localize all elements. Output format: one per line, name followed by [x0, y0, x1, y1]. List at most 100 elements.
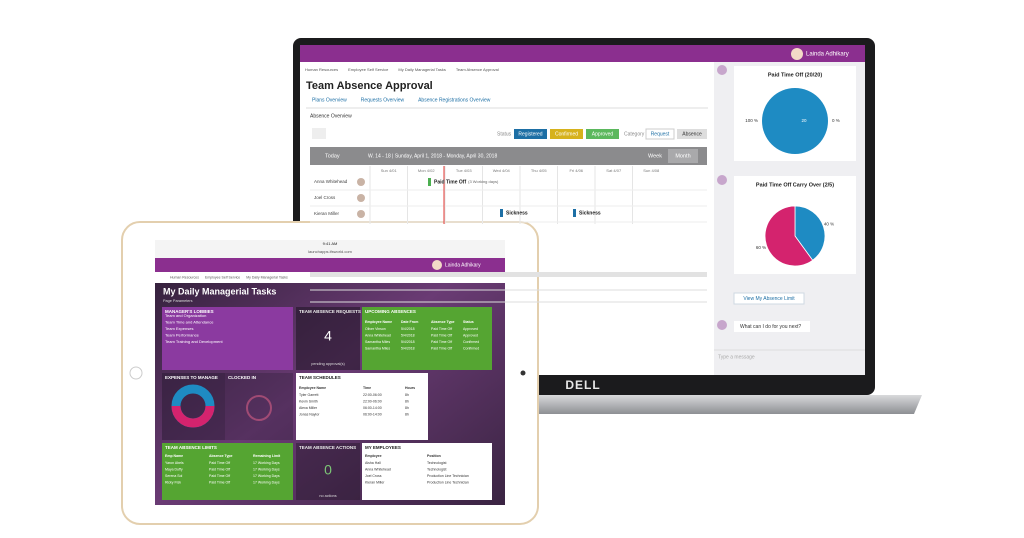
table-cell: 17 Working Days: [253, 480, 280, 484]
table-cell: Paid Time Off: [431, 333, 452, 337]
chat-input[interactable]: Type a message: [718, 354, 755, 360]
upcoming-tile: [362, 307, 492, 370]
table-header: Employee Name: [365, 320, 392, 324]
page-parameters: Page Parameters: [163, 299, 193, 303]
table-cell: 5/4/2018: [401, 333, 415, 337]
table-header: Position: [427, 454, 441, 458]
clocked-tile: [225, 373, 293, 440]
table-cell: Production Line Technician: [427, 474, 469, 478]
breadcrumb-item: Human Resources: [170, 275, 199, 279]
day-header: Thu 4/05: [531, 168, 548, 173]
breadcrumb-item: My Daily Managerial Tasks: [246, 275, 288, 279]
day-header: Fri 4/06: [569, 168, 583, 173]
table-cell: 8h: [405, 406, 409, 410]
tile-title: TEAM ABSENCE LIMITS: [165, 445, 217, 450]
table-cell: Technologist: [427, 467, 446, 471]
pie-title: Paid Time Off Carry Over (2/5): [756, 182, 834, 188]
user-name: Lainda Adhikary: [806, 52, 849, 58]
table-header: Emp Name: [165, 454, 183, 458]
table-cell: Approved: [463, 327, 478, 331]
view-button-label[interactable]: Month: [675, 153, 690, 159]
lobby-link[interactable]: Team and Organization: [165, 313, 206, 318]
filter-label: Category: [624, 131, 645, 137]
table-header: Status: [463, 320, 474, 324]
table-cell: Approved: [463, 333, 478, 337]
tile-title: MANAGER'S LOBBIES: [165, 309, 214, 314]
table-header: Absence Type: [431, 320, 455, 324]
avatar: [432, 260, 442, 270]
category-label: Absence: [682, 131, 702, 137]
page-title: Team Absence Approval: [306, 80, 433, 92]
table-cell: Kevin Smith: [299, 399, 318, 403]
bot-avatar: [717, 320, 727, 330]
bot-avatar: [717, 65, 727, 75]
row-avatar: [357, 194, 365, 202]
table-header: Absence Type: [209, 454, 233, 458]
lobby-link[interactable]: Team Performance: [165, 333, 200, 338]
tablet-top-bar: [155, 258, 505, 272]
table-cell: Jonas Naylor: [299, 412, 320, 416]
absence-label: Sickness: [506, 210, 528, 216]
status-badge: [550, 129, 583, 139]
view-button-label[interactable]: Week: [648, 153, 662, 159]
table-cell: Samantha Miles: [365, 346, 390, 350]
table-cell: Aisha Hall: [365, 461, 381, 465]
table-header: Employee: [365, 454, 382, 458]
table-cell: Samantha Miles: [365, 340, 390, 344]
dashboard-title: My Daily Managerial Tasks: [163, 286, 276, 296]
table-cell: 22:00-06:00: [363, 393, 382, 397]
today-button[interactable]: Today: [325, 153, 340, 159]
tab[interactable]: Plans Overview: [312, 97, 347, 103]
scrollbar: [310, 272, 707, 277]
table-header: Time: [363, 386, 371, 390]
status-label: Approved: [592, 131, 614, 137]
absence-bar: [500, 209, 503, 217]
table-cell: Alexa Miller: [299, 406, 318, 410]
table-cell: Anna Whitehead: [365, 467, 391, 471]
tab[interactable]: Absence Registrations Overview: [418, 97, 491, 103]
table-cell: Yaron Abels: [165, 461, 184, 465]
chat-button[interactable]: [733, 292, 805, 305]
day-header: Sun 4/08: [643, 168, 660, 173]
table-cell: Confirmed: [463, 346, 479, 350]
tile-title: CLOCKED IN: [228, 375, 256, 380]
tile-title: TEAM SCHEDULES: [299, 375, 341, 380]
pie-label: 60 %: [756, 245, 766, 250]
table-header: Hours: [405, 386, 415, 390]
date-range: W. 14 - 18 | Sunday, April 1, 2018 - Mon…: [368, 153, 497, 159]
day-header: Mon 4/02: [418, 168, 435, 173]
user-name: Lainda Adhikary: [445, 262, 481, 268]
day-header: Sat 4/07: [606, 168, 622, 173]
table-cell: Ricky Fisk: [165, 480, 181, 484]
breadcrumb-item: My Daily Managerial Tasks: [398, 67, 446, 72]
lobby-link[interactable]: Team Time and Attendance: [165, 320, 214, 325]
table-cell: 22:00-06:00: [363, 399, 382, 403]
tile-title: UPCOMING ABSENCES: [365, 309, 416, 314]
breadcrumb-item: Team Absence Approval: [456, 67, 499, 72]
tab[interactable]: Requests Overview: [361, 97, 405, 103]
status-label: Confirmed: [555, 131, 578, 137]
status-badge: [586, 129, 619, 139]
table-cell: 5/4/2018: [401, 340, 415, 344]
pie-slice: [794, 205, 826, 261]
expenses-tile: [162, 373, 225, 440]
request-caption: pending approval(s): [311, 362, 345, 366]
donut-segment: [171, 405, 215, 428]
table-cell: Tyler Garrett: [299, 393, 318, 397]
day-header: Tue 4/03: [456, 168, 472, 173]
lobby-link[interactable]: Team Training and Development: [165, 339, 223, 344]
table-cell: Oliver Vinson: [365, 327, 386, 331]
home-button: [129, 366, 143, 380]
day-header: Wed 4/04: [493, 168, 511, 173]
breadcrumb-item: Employee Self Service: [205, 275, 240, 279]
row-avatar: [357, 210, 365, 218]
chat-button-label[interactable]: View My Absence Limit: [743, 296, 795, 302]
menu-button: [312, 128, 326, 139]
table-cell: 8h: [405, 412, 409, 416]
lobby-link[interactable]: Team Expenses: [165, 326, 193, 331]
table-cell: 8h: [405, 399, 409, 403]
table-header: Date From: [401, 320, 418, 324]
pie-slice: [764, 205, 814, 267]
table-cell: Paid Time Off: [431, 327, 452, 331]
